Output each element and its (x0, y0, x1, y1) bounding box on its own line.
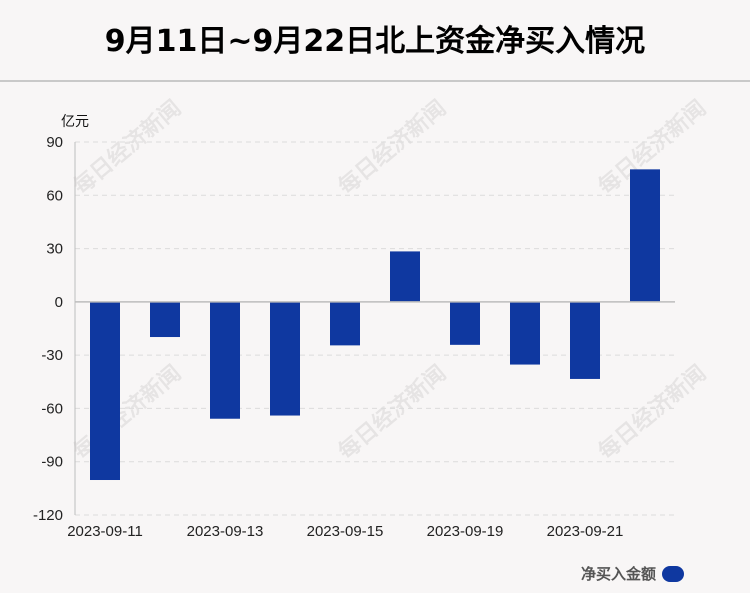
y-tick-label: -60 (41, 400, 63, 417)
legend-label: 净买入金额 (580, 565, 656, 583)
y-tick-label: 0 (55, 294, 63, 311)
y-tick-label: 60 (46, 187, 63, 204)
y-axis-unit: 亿元 (61, 114, 89, 130)
bar (150, 301, 180, 338)
bar (570, 301, 600, 379)
y-tick-label: -30 (41, 347, 63, 364)
x-tick-label: 2023-09-21 (547, 523, 624, 540)
y-tick-label: 30 (46, 241, 63, 258)
x-tick-label: 2023-09-15 (307, 523, 384, 540)
legend: 净买入金额 (581, 563, 684, 584)
bar (390, 251, 420, 302)
x-tick-label: 2023-09-11 (67, 523, 143, 540)
x-tick-label: 2023-09-19 (427, 523, 504, 540)
chart-title: 9月11日~9月22日北上资金净买入情况 (104, 24, 646, 59)
bar (330, 301, 360, 346)
bar (630, 169, 660, 302)
bar (210, 301, 240, 419)
x-tick-label: 2023-09-13 (187, 523, 264, 540)
y-tick-label: -90 (41, 454, 63, 471)
bar (510, 301, 540, 365)
y-tick-label: -120 (33, 507, 63, 524)
bar (90, 301, 120, 481)
y-tick-label: 90 (46, 134, 63, 151)
bar (270, 301, 300, 416)
bar (450, 301, 480, 345)
legend-swatch (662, 565, 684, 582)
title-divider (0, 80, 750, 82)
